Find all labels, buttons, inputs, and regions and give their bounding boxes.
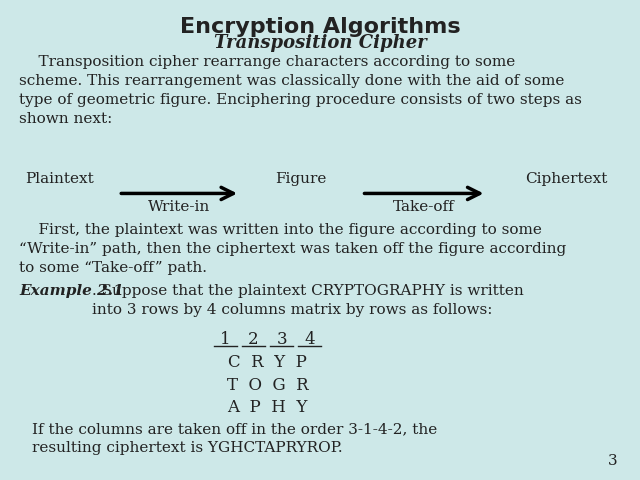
Text: Take-off: Take-off [393, 200, 455, 215]
Text: Write-in: Write-in [148, 200, 211, 215]
Text: If the columns are taken off in the order 3-1-4-2, the: If the columns are taken off in the orde… [32, 422, 437, 436]
Text: 1: 1 [220, 331, 230, 348]
Text: 3: 3 [276, 331, 287, 348]
Text: 2: 2 [248, 331, 259, 348]
Text: First, the plaintext was written into the figure according to some
“Write-in” pa: First, the plaintext was written into th… [19, 223, 566, 275]
Text: Transposition Cipher: Transposition Cipher [214, 34, 426, 51]
Text: T  O  G  R: T O G R [227, 377, 308, 394]
Text: 4: 4 [305, 331, 315, 348]
Text: Encryption Algorithms: Encryption Algorithms [180, 17, 460, 37]
Text: . Suppose that the plaintext CRYPTOGRAPHY is written
into 3 rows by 4 columns ma: . Suppose that the plaintext CRYPTOGRAPH… [92, 284, 524, 317]
Text: Transposition cipher rearrange characters according to some
scheme. This rearran: Transposition cipher rearrange character… [19, 55, 582, 126]
Text: A  P  H  Y: A P H Y [227, 399, 308, 416]
Text: Figure: Figure [275, 171, 326, 186]
Text: Example 2.1: Example 2.1 [19, 284, 124, 298]
Text: 3: 3 [608, 454, 618, 468]
Text: Plaintext: Plaintext [26, 171, 94, 186]
Text: resulting ciphertext is YGHCTAPRYROP.: resulting ciphertext is YGHCTAPRYROP. [32, 441, 342, 455]
Text: Ciphertext: Ciphertext [525, 171, 607, 186]
Text: C  R  Y  P: C R Y P [228, 354, 307, 371]
